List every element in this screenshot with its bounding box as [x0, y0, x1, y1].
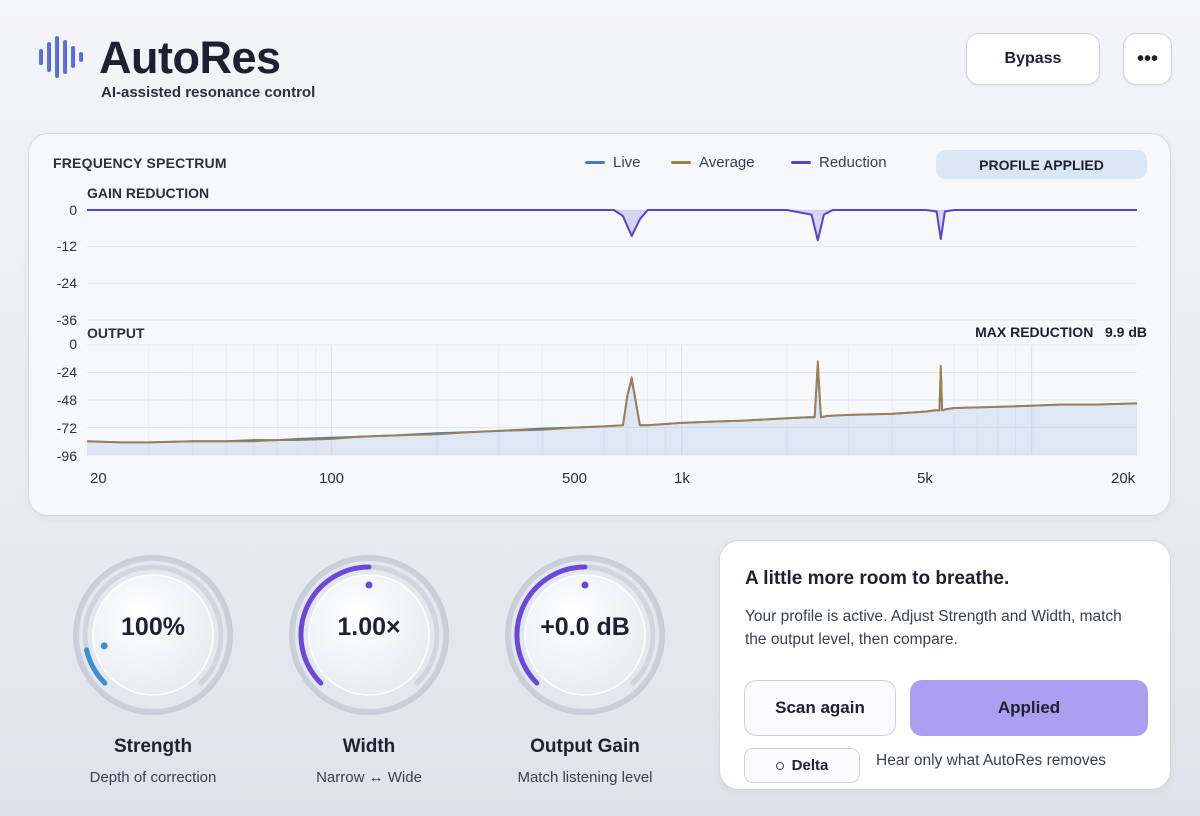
legend-item-live: Live: [585, 154, 641, 171]
average-line: [86, 360, 1138, 444]
knob-indicator-dot: [581, 581, 589, 589]
more-dots-icon: •••: [1136, 47, 1158, 70]
output-gain-label: Output Gain: [530, 736, 640, 757]
legend-item-reduction: Reduction: [791, 154, 887, 171]
knob-cap: [524, 574, 646, 696]
radio-circle-icon: [775, 761, 784, 770]
gr-ytick: -24: [56, 275, 77, 291]
delta-toggle[interactable]: Delta: [744, 748, 860, 783]
app-subtitle: AI-assisted resonance control: [101, 84, 316, 101]
xtick-20: 20: [90, 470, 107, 487]
max-reduction-readout: MAX REDUCTION 9.9 dB: [969, 324, 1147, 340]
knob-cap: [308, 574, 430, 696]
knob-arc-fill: [298, 564, 372, 686]
out-ytick: -24: [56, 364, 77, 380]
gain-reduction-label: GAIN REDUCTION: [87, 185, 210, 201]
status-headline: A little more room to breathe.: [745, 568, 1010, 589]
max-reduction-label: MAX REDUCTION: [975, 324, 1094, 340]
spectrum-title: FREQUENCY SPECTRUM: [53, 155, 227, 171]
out-ytick: -96: [56, 448, 77, 464]
knob-indicator-dot: [100, 642, 108, 650]
reduction-area: [87, 210, 1137, 241]
header: AutoRes AI-assisted resonance control By…: [38, 32, 1172, 112]
xtick-20k: 20k: [1111, 470, 1136, 487]
status-body: Your profile is active. Adjust Strength …: [745, 608, 1122, 648]
knob-arc-fill: [514, 564, 588, 686]
delta-hint: Hear only what AutoRes removes: [876, 752, 1107, 769]
bypass-button[interactable]: Bypass: [966, 33, 1100, 85]
spectrum-chart: [86, 209, 1138, 456]
gr-ytick: 0: [69, 202, 77, 218]
out-ytick: -72: [56, 420, 77, 436]
gr-ytick: -12: [56, 238, 77, 254]
width-label: Width: [342, 736, 396, 757]
width-description: Narrow ↔ Wide: [316, 769, 422, 786]
legend-label-average: Average: [699, 154, 755, 171]
output-label: OUTPUT: [87, 325, 145, 341]
legend-swatch-average: [671, 161, 691, 164]
strength-label: Strength: [113, 736, 193, 757]
out-ytick: -48: [56, 392, 77, 408]
xtick-500: 500: [562, 470, 588, 487]
xtick-1k: 1k: [674, 470, 690, 487]
gr-ytick: -36: [56, 312, 77, 328]
strength-knob[interactable]: [71, 553, 235, 717]
knob-cap: [92, 574, 214, 696]
spectrum-panel: FREQUENCY SPECTRUM Live Average Reductio…: [28, 133, 1171, 516]
legend-label-live: Live: [613, 154, 641, 171]
more-options-button[interactable]: •••: [1123, 33, 1172, 85]
xtick-100: 100: [319, 470, 345, 487]
profile-applied-badge: PROFILE APPLIED: [936, 150, 1147, 179]
legend-swatch-reduction: [791, 161, 811, 164]
width-knob[interactable]: [287, 553, 451, 717]
strength-description: Depth of correction: [89, 769, 217, 786]
legend-item-average: Average: [671, 154, 755, 171]
knob-arc-track: [82, 564, 224, 686]
waveform-bars-icon: [39, 36, 83, 78]
output-gain-value: +0.0 dB: [540, 613, 630, 641]
strength-value: 100%: [121, 613, 185, 641]
knob-indicator-dot: [365, 581, 373, 589]
max-reduction-value: 9.9 dB: [1104, 324, 1147, 340]
out-ytick: 0: [69, 336, 77, 352]
legend-swatch-live: [585, 161, 605, 164]
knob-arc-fill: [84, 647, 108, 686]
scan-again-button[interactable]: Scan again: [744, 680, 896, 736]
width-value: 1.00×: [337, 613, 401, 641]
output-gain-description: Match listening level: [517, 769, 653, 786]
reduction-line: [87, 209, 1137, 242]
legend-label-reduction: Reduction: [819, 154, 887, 171]
output-gain-knob[interactable]: [503, 553, 667, 717]
xtick-5k: 5k: [917, 470, 933, 487]
status-card: A little more room to breathe. Your prof…: [719, 540, 1171, 790]
app-title: AutoRes: [99, 32, 281, 83]
delta-label: Delta: [791, 757, 829, 774]
applied-button[interactable]: Applied: [910, 680, 1148, 736]
output-area: [87, 364, 1137, 455]
